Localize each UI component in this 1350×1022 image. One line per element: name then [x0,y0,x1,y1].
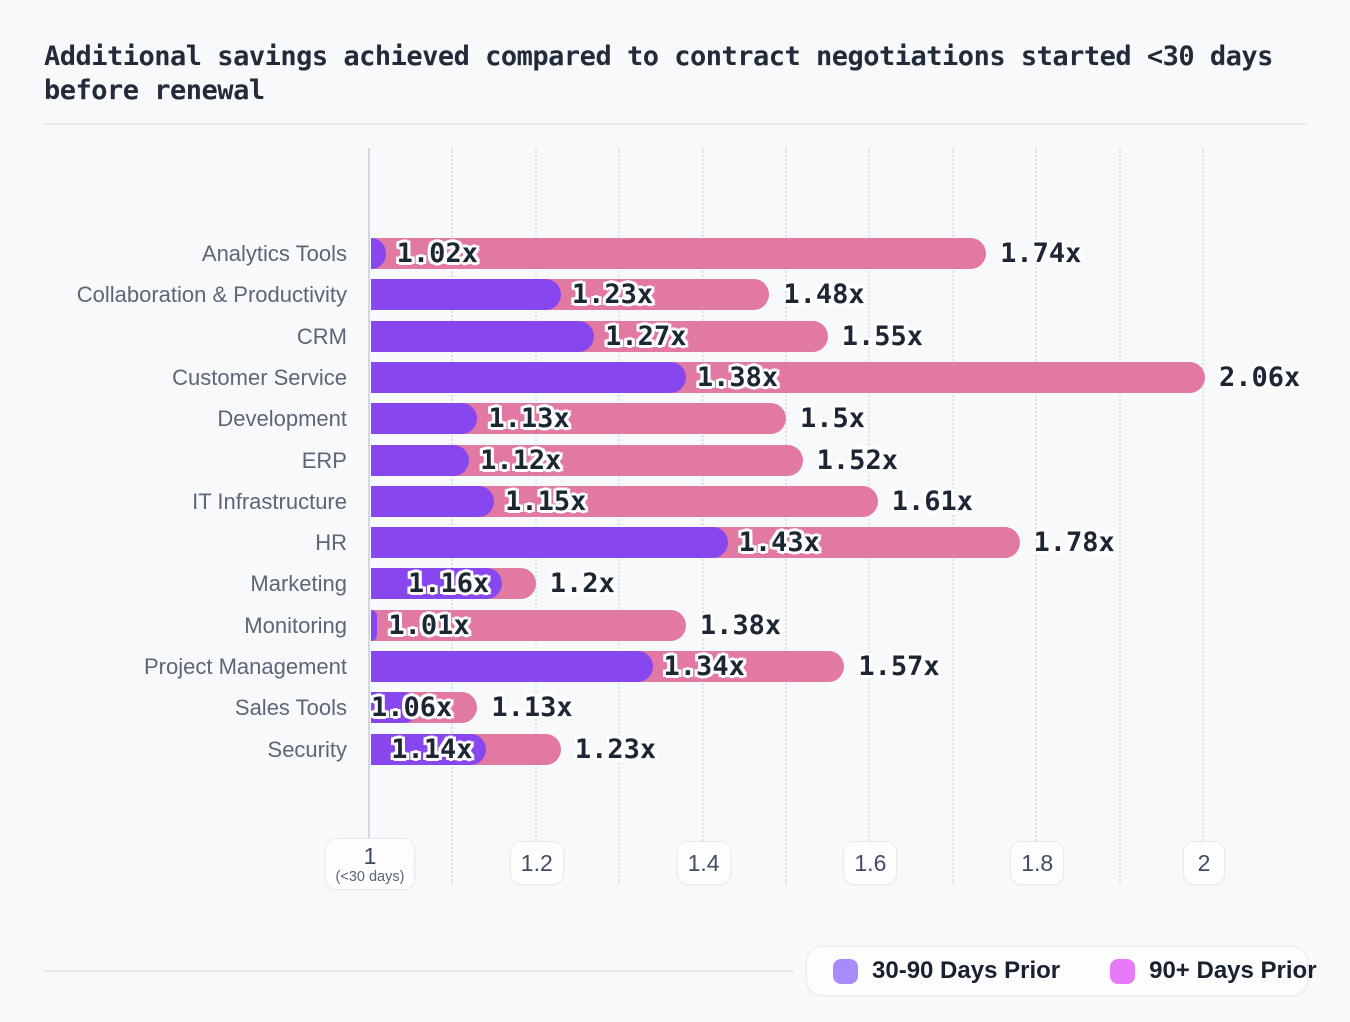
value-label-90-plus-days-marketing: 1.2x [549,568,615,600]
bar-30-90-days-crm[interactable] [371,320,595,352]
value-label-90-plus-days-analytics-tools: 1.74x [1000,238,1082,269]
bar-90-plus-days-monitoring[interactable] [371,609,686,641]
value-label-30-90-days-marketing: 1.16x [407,568,490,600]
bar-30-90-days-collaboration-productivity[interactable] [371,279,561,311]
category-label-analytics-tools: Analytics Tools [201,241,347,266]
bar-30-90-days-it-infrastructure[interactable] [371,485,495,517]
bar-30-90-days-development[interactable] [371,403,478,435]
gridline-1.7 [951,148,954,884]
x-tick-1-note: (<30 days) [335,869,405,885]
legend-swatch-90-plus-days [1110,958,1136,984]
bar-30-90-days-hr[interactable] [371,527,728,559]
category-label-hr: HR [315,530,347,556]
category-label-sales-tools: Sales Tools [234,695,347,721]
value-label-30-90-days-monitoring: 1.01x [388,609,470,641]
value-label-30-90-days-hr: 1.43x [738,527,820,559]
category-label-it-infrastructure: IT Infrastructure [192,488,347,514]
value-label-30-90-days-collaboration-productivity: 1.23x [571,279,654,311]
value-label-30-90-days-security: 1.14x [391,733,473,765]
category-label-crm: CRM [296,323,347,349]
legend-label-90-plus-days[interactable]: 90+ Days Prior [1149,957,1317,984]
title-divider [44,123,1306,125]
axis-baseline [368,148,370,842]
x-tick-1.4: 1.4 [676,841,731,885]
value-label-90-plus-days-customer-service: 2.06x [1219,361,1301,393]
category-label-erp: ERP [301,447,347,473]
value-label-30-90-days-customer-service: 1.38x [696,361,779,393]
x-tick-1: 1 (<30 days) [325,838,415,890]
x-tick-1-value: 1 [363,843,377,869]
x-tick-2: 2 [1183,841,1225,885]
value-label-90-plus-days-monitoring: 1.38x [699,609,782,641]
bar-30-90-days-erp[interactable] [371,444,470,476]
bar-30-90-days-customer-service[interactable] [371,361,686,393]
value-label-90-plus-days-project-management: 1.57x [858,651,940,682]
chart-title: Additional savings achieved compared to … [44,41,1273,106]
x-tick-1.6: 1.6 [843,841,898,885]
category-label-development: Development [217,406,347,432]
bar-30-90-days-monitoring[interactable] [371,609,378,641]
category-label-security: Security [267,736,347,762]
value-label-30-90-days-it-infrastructure: 1.15x [505,485,587,517]
legend-label-30-90-days[interactable]: 30-90 Days Prior [872,957,1061,984]
bar-90-plus-days-analytics-tools[interactable] [371,238,987,269]
value-label-90-plus-days-development: 1.5x [800,403,866,435]
value-label-90-plus-days-collaboration-productivity: 1.48x [783,279,865,311]
category-label-customer-service: Customer Service [172,364,347,390]
x-tick-1.2: 1.2 [509,841,564,885]
value-label-30-90-days-development: 1.13x [488,403,570,435]
bar-30-90-days-marketing[interactable] [371,568,503,600]
bar-30-90-days-security[interactable] [371,733,486,765]
value-label-30-90-days-erp: 1.12x [480,444,562,476]
gridline-1.9 [1118,148,1121,884]
value-label-90-plus-days-sales-tools: 1.13x [491,692,573,724]
footer-divider [44,970,794,972]
category-label-marketing: Marketing [250,571,347,597]
value-label-90-plus-days-security: 1.23x [574,733,657,765]
bar-30-90-days-sales-tools[interactable] [371,692,420,724]
bar-30-90-days-analytics-tools[interactable] [371,238,386,269]
legend-swatch-30-90-days [833,958,858,984]
category-label-collaboration-productivity: Collaboration & Productivity [76,282,347,308]
value-label-30-90-days-crm: 1.27x [605,320,687,352]
value-label-90-plus-days-it-infrastructure: 1.61x [891,485,974,517]
category-label-monitoring: Monitoring [244,612,347,638]
value-label-30-90-days-project-management: 1.34x [663,651,745,682]
gridline-2.0 [1202,148,1204,884]
bar-30-90-days-project-management[interactable] [371,651,653,682]
gridline-1.8 [1035,148,1038,884]
value-label-90-plus-days-erp: 1.52x [816,444,898,476]
category-label-project-management: Project Management [144,654,347,679]
value-label-90-plus-days-hr: 1.78x [1033,527,1115,559]
value-label-30-90-days-analytics-tools: 1.02x [396,238,478,269]
value-label-30-90-days-sales-tools: 1.06x [371,692,453,724]
value-label-90-plus-days-crm: 1.55x [841,320,923,352]
x-tick-1.8: 1.8 [1010,841,1065,885]
legend: 30-90 Days Prior 90+ Days Prior [806,946,1317,996]
gridline-1.6 [868,148,871,884]
